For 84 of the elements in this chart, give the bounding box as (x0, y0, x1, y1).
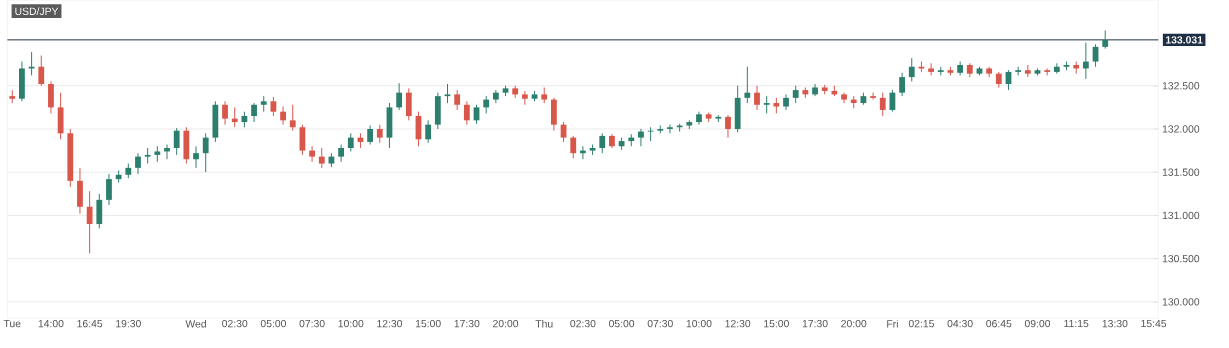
candlestick (106, 173, 112, 206)
ref-line-label: 133.031 (1166, 36, 1203, 44)
x-tick-label: 15:45 (1141, 319, 1167, 328)
candlestick (463, 100, 470, 126)
x-tick-label: 13:30 (1102, 319, 1128, 328)
candlestick (367, 124, 374, 145)
x-tick-label: 15:00 (764, 319, 789, 328)
x-tick-label: Wed (185, 319, 206, 328)
candlestick (86, 190, 93, 254)
x-tick-label: 17:30 (454, 319, 480, 328)
x-tick-label: 06:45 (986, 319, 1012, 328)
candlestick (599, 132, 606, 154)
candlestick (396, 82, 403, 111)
candlestick (251, 102, 257, 123)
y-tick-label: 130.000 (1162, 298, 1200, 306)
candlestick (492, 89, 499, 104)
x-tick-label: 02:15 (908, 319, 934, 328)
candlestick (222, 100, 228, 126)
candlestick (347, 132, 354, 152)
x-tick-label: 05:00 (260, 319, 286, 328)
x-tick-label: 12:30 (725, 319, 751, 328)
candlestick (454, 89, 461, 111)
candlestick (1082, 42, 1089, 80)
candlestick (405, 87, 412, 121)
candlestick (38, 54, 45, 87)
candlestick (444, 83, 451, 104)
x-tick-label: Tue (3, 319, 21, 328)
candlestick (164, 144, 170, 160)
y-tick-label: 132.000 (1162, 125, 1200, 133)
candlestick (289, 104, 296, 132)
candlestick (338, 144, 345, 163)
candlestick (521, 90, 528, 106)
x-tick-label: 19:30 (116, 319, 141, 328)
candlestick (193, 145, 199, 169)
candlestick (309, 145, 315, 163)
candlestick (202, 132, 209, 173)
x-tick-label: 20:00 (493, 319, 519, 328)
candlestick (173, 127, 180, 156)
x-tick-label: 17:30 (802, 319, 828, 328)
candlestick (425, 119, 432, 144)
candlestick (744, 66, 751, 104)
x-tick-label: 05:00 (608, 319, 635, 328)
y-tick-label: 131.000 (1162, 211, 1200, 220)
candlestick (135, 152, 141, 175)
candlestick (754, 85, 760, 111)
candlestick (231, 106, 238, 128)
x-tick-label: 20:00 (841, 319, 867, 328)
x-tick-label: 10:00 (686, 319, 712, 328)
x-tick-label: 07:30 (647, 319, 673, 328)
text: USD/JPY (15, 7, 59, 15)
candlestick (376, 124, 383, 144)
x-tick-label: 12:30 (377, 319, 403, 328)
x-tick-label: 02:30 (222, 319, 248, 328)
candlestick (280, 105, 286, 126)
x-tick-label: 16:45 (77, 319, 103, 328)
x-tick-label: 04:30 (947, 319, 973, 328)
y-tick-label: 130.500 (1162, 254, 1200, 263)
candlestick (725, 114, 731, 139)
x-tick-label: Thu (535, 319, 553, 328)
y-tick-label: 132.500 (1162, 82, 1200, 90)
candlestick (879, 92, 886, 117)
candlestick (908, 57, 915, 82)
candlestick (48, 80, 54, 114)
candlestick (1102, 29, 1109, 50)
y-tick-label: 131.500 (1162, 168, 1200, 176)
candlestick (783, 93, 789, 111)
candlestick (144, 147, 151, 165)
x-tick-label: 10:00 (338, 319, 364, 328)
x-tick-label: 14:00 (38, 319, 64, 328)
x-tick-label: 07:30 (299, 319, 325, 328)
x-tick-label: 09:00 (1024, 319, 1051, 328)
candlestick (667, 124, 673, 134)
candlestick (899, 72, 905, 97)
x-tick-label: 02:30 (570, 319, 596, 328)
x-tick-label: Fri (887, 319, 898, 328)
x-tick-label: 15:00 (415, 319, 441, 328)
candlestick (870, 92, 876, 101)
candlestick (270, 96, 277, 117)
x-tick-label: 11:15 (1064, 319, 1089, 328)
candlestick (647, 126, 654, 142)
candlestick (318, 147, 325, 169)
candlestick (570, 135, 577, 159)
candlestick (928, 62, 935, 76)
candlestick (638, 128, 644, 147)
